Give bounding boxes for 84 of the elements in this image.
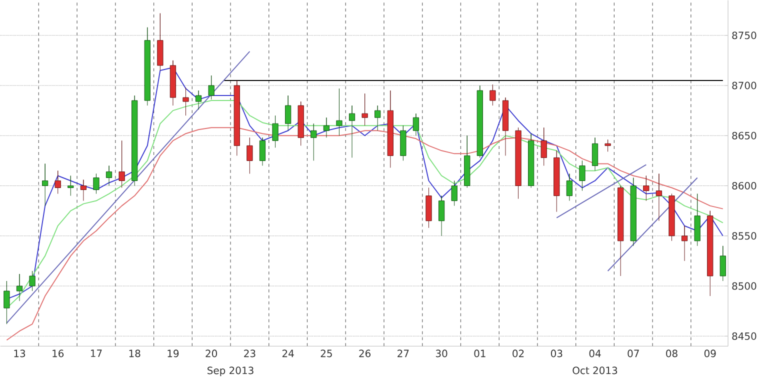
y-tick-label: 8450 (732, 332, 756, 340)
candlestick (464, 135, 470, 188)
x-tick-label: 17 (90, 350, 102, 357)
text: Sep 2013 (208, 366, 254, 376)
candlestick (502, 97, 509, 156)
x-tick-label: 19 (168, 350, 179, 358)
candlestick (93, 173, 100, 194)
candlestick (643, 175, 650, 201)
x-tick-label: 07 (628, 350, 639, 358)
candlestick (298, 101, 304, 146)
y-tick-label: 8550 (732, 232, 756, 240)
candlestick (592, 137, 598, 171)
candlestick (451, 180, 458, 206)
candlestick (540, 127, 547, 166)
candlestick (118, 140, 125, 188)
candlestick (515, 127, 522, 199)
y-tick-label: 8650 (732, 132, 756, 140)
candlestick (426, 187, 432, 228)
candlestick (106, 165, 112, 186)
x-tick-label: 09 (704, 350, 716, 358)
x-tick-label: 26 (359, 350, 371, 358)
x-tick-label: 30 (436, 350, 448, 358)
candlestick (528, 133, 534, 188)
candlestick (668, 193, 675, 242)
candlestick (285, 95, 292, 131)
candlestick (630, 177, 636, 246)
candlestick (656, 173, 662, 222)
x-tick-label: 25 (320, 350, 332, 358)
candlestick (490, 84, 496, 106)
y-tick-label: 8600 (732, 182, 756, 190)
candlestick (68, 175, 74, 196)
y-tick-label: 8750 (732, 32, 756, 40)
candlestick (259, 137, 266, 166)
candlestick (554, 150, 560, 212)
candlestick (272, 115, 278, 148)
x-tick-label: 01 (474, 350, 486, 358)
candlestick (132, 95, 138, 186)
candlestick (400, 125, 406, 161)
candlestick (362, 93, 368, 126)
candlestick (438, 195, 445, 236)
candlestick (566, 173, 572, 201)
candlestick (348, 105, 356, 158)
candlestick (29, 270, 36, 292)
candlestick (681, 226, 688, 262)
candlestick (604, 139, 611, 152)
candlestick (170, 60, 176, 106)
candlestick (208, 75, 214, 100)
x-tick-label: 24 (282, 350, 294, 358)
x-tick-label: 13 (14, 350, 26, 358)
text: Oct 2013 (572, 366, 618, 374)
candlestick (618, 185, 624, 276)
candlestick (16, 274, 23, 302)
candlestick (694, 193, 700, 246)
x-tick-label: 16 (52, 350, 64, 358)
candlestick (412, 113, 420, 136)
x-tick-label: 20 (206, 350, 218, 358)
candlestick (323, 117, 330, 138)
candlestick (336, 88, 342, 136)
candlestick (374, 105, 381, 131)
candlestick (579, 160, 586, 191)
x-tick-label: 27 (398, 350, 409, 358)
candlestick (310, 123, 317, 161)
candlestick (4, 280, 10, 324)
candlestick (144, 27, 150, 106)
candlestick (182, 87, 189, 116)
x-tick-label: 02 (512, 350, 524, 358)
x-tick-label: 23 (244, 350, 256, 358)
candlestick (246, 137, 253, 174)
x-tick-label: 04 (589, 350, 601, 358)
x-tick-label: 18 (129, 350, 140, 358)
candlestick (387, 90, 394, 168)
candlestick (707, 210, 714, 296)
candlestick (54, 170, 61, 194)
x-tick-label: 03 (550, 350, 562, 358)
candlestick (234, 80, 240, 156)
candlestick (476, 85, 483, 158)
y-tick-label: 8500 (732, 282, 756, 290)
candlestick (42, 163, 48, 206)
candlestick (80, 179, 87, 201)
candlestick (720, 246, 726, 282)
x-tick-label: 08 (666, 350, 678, 358)
candlestick (157, 13, 164, 71)
y-tick-label: 8700 (732, 82, 756, 90)
candlestick (195, 90, 202, 110)
